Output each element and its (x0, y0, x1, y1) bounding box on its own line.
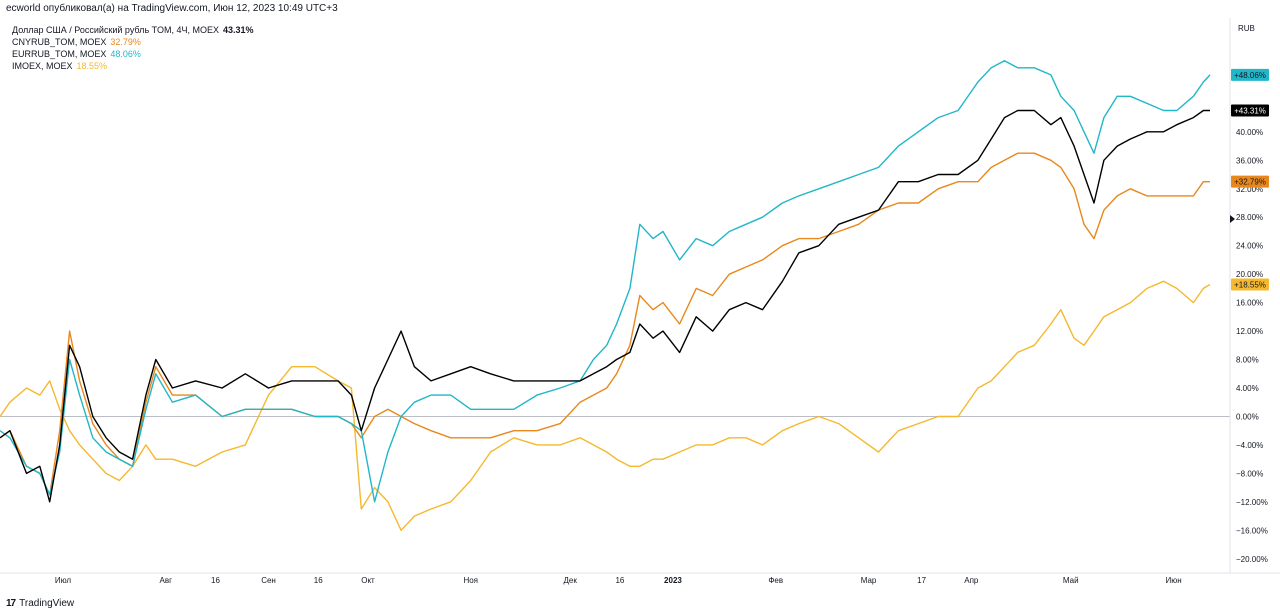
legend-name: EURRUB_TOM, MOEX (12, 49, 107, 59)
publish-info: ecworld опубликовал(а) на TradingView.co… (6, 3, 338, 14)
y-tick-label: 4.00% (1236, 384, 1259, 393)
footer: 17 TradingView (6, 598, 74, 609)
y-tick-label: 36.00% (1236, 156, 1263, 165)
y-tick-label: 0.00% (1236, 412, 1259, 421)
legend-value: 48.06% (110, 49, 141, 59)
legend-value: 18.55% (76, 61, 108, 71)
y-axis-unit: RUB (1238, 24, 1255, 33)
value-badge-bg-3 (1231, 278, 1269, 291)
series-line-2 (0, 60, 1211, 503)
x-tick-label: 16 (615, 576, 624, 585)
y-tick-label: −20.00% (1236, 555, 1268, 564)
y-tick-label: −8.00% (1236, 469, 1263, 478)
legend-row-cnyrub[interactable]: CNYRUB_TOM, MOEX 32.79% (12, 36, 254, 48)
y-tick-label: 20.00% (1236, 270, 1263, 279)
y-axis-ticks: −20.00% −16.00% −12.00% −8.00% −4.00% 0.00% 4.… (1236, 128, 1268, 564)
y-tick-label: 40.00% (1236, 128, 1263, 137)
x-tick-label: 2023 (664, 576, 682, 585)
x-axis-ticks: Июл Авг 16 Сен 16 Окт Ноя Дек 16 2023 Фев Мар 17 Апр М… (55, 576, 1182, 585)
x-tick-label: Май (1063, 576, 1079, 585)
tradingview-logo-icon: 17 (6, 598, 16, 609)
chart-legend: Доллар США / Российский рубль TOM, 4Ч, M… (12, 24, 254, 72)
legend-row-imoex[interactable]: IMOEX, MOEX 18.55% (12, 60, 254, 72)
x-tick-label: Дек (564, 576, 578, 585)
legend-name: CNYRUB_TOM, MOEX (12, 37, 107, 47)
value-badge-label-1: +32.79% (1234, 178, 1266, 187)
y-tick-label: −4.00% (1236, 441, 1263, 450)
legend-value: 32.79% (110, 37, 141, 47)
y-tick-label: 16.00% (1236, 299, 1263, 308)
y-tick-label: 28.00% (1236, 213, 1263, 222)
y-tick-label: 8.00% (1236, 356, 1259, 365)
value-badge-bg-0 (1231, 104, 1269, 117)
value-badge-label-3: +18.55% (1234, 280, 1266, 289)
value-badge-bg-2 (1231, 68, 1269, 81)
x-tick-label: Мар (861, 576, 877, 585)
x-tick-label: Фев (768, 576, 783, 585)
y-tick-label: −16.00% (1236, 526, 1268, 535)
x-tick-label: 16 (211, 576, 220, 585)
x-tick-label: Окт (361, 576, 375, 585)
price-scale-marker (1230, 215, 1235, 223)
brand-name: TradingView (19, 598, 75, 609)
y-tick-label: 12.00% (1236, 327, 1263, 336)
series-line-0 (0, 109, 1210, 503)
x-tick-label: Сен (261, 576, 276, 585)
line-chart[interactable]: RUB −20.00% −16.00% −12.00% −8.00% −4.00% 0.0… (0, 18, 1280, 598)
series-line-3 (0, 280, 1211, 531)
y-tick-label: −12.00% (1236, 498, 1268, 507)
x-tick-label: 16 (314, 576, 323, 585)
x-tick-label: Апр (964, 576, 979, 585)
y-tick-label: 24.00% (1236, 242, 1263, 251)
x-tick-label: Авг (159, 576, 172, 585)
x-tick-label: Июл (55, 576, 72, 585)
value-badge-bg-1 (1231, 175, 1269, 188)
value-badge-label-2: +48.06% (1234, 71, 1266, 80)
legend-name: Доллар США / Российский рубль TOM, 4Ч, M… (12, 25, 219, 35)
series-layer (0, 60, 1230, 531)
series-line-1 (0, 152, 1210, 496)
legend-value: 43.31% (222, 25, 254, 35)
x-tick-label: Ноя (463, 576, 478, 585)
y-tick-label: 32.00% (1236, 185, 1263, 194)
x-tick-label: 17 (917, 576, 926, 585)
legend-row-usdrub[interactable]: Доллар США / Российский рубль TOM, 4Ч, M… (12, 24, 254, 36)
value-badge-label-0: +43.31% (1234, 107, 1266, 116)
legend-name: IMOEX, MOEX (12, 61, 73, 71)
x-tick-label: Июн (1165, 576, 1181, 585)
chart-area[interactable]: RUB −20.00% −16.00% −12.00% −8.00% −4.00% 0.0… (0, 18, 1280, 598)
last-value-badges: +43.31% +32.79% +48.06% +18.55% (1231, 68, 1269, 291)
legend-row-eurrub[interactable]: EURRUB_TOM, MOEX 48.06% (12, 48, 254, 60)
